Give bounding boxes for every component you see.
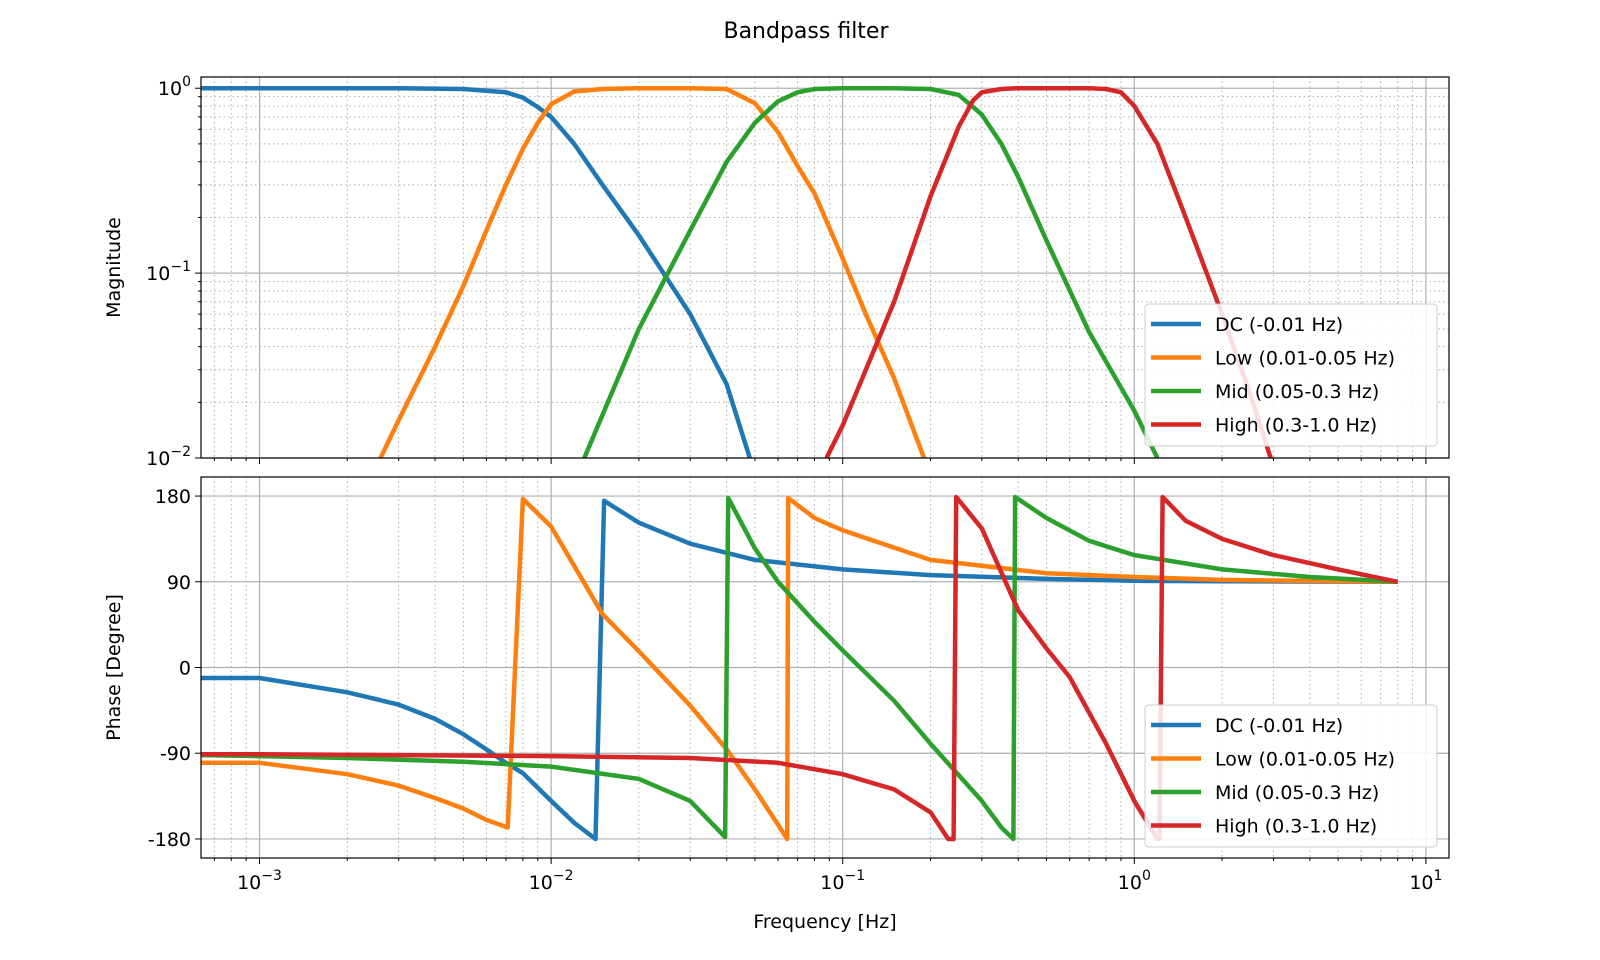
legend: DC (-0.01 Hz) Low (0.01-0.05 Hz) Mid (0.05… (1144, 704, 1438, 848)
y-tick-label: 0 (179, 658, 191, 680)
axes-frame (200, 476, 1450, 859)
series-line (824, 85, 1274, 458)
y-axis-label: Magnitude (103, 217, 125, 318)
series-line (201, 494, 1398, 842)
x-tick-label: 101 (1409, 868, 1442, 894)
phase-panel: 10−3 10−2 10−1 100 101 180 90 0 -90 -180 Phase [De… (103, 476, 1450, 933)
y-tick-label: 10−2 (146, 444, 191, 470)
figure-title: Bandpass filter (723, 19, 889, 44)
legend-entry: DC (-0.01 Hz) (1215, 314, 1343, 336)
axes-frame (200, 76, 1450, 459)
magnitude-panel: 100 10−1 10−2 Magnitude DC (-0.01 Hz) Low (0.… (103, 74, 1450, 470)
y-tick-label: -90 (160, 743, 191, 765)
y-tick-label: 100 (158, 74, 191, 100)
x-tick-label: 100 (1118, 868, 1151, 894)
legend-entry: DC (-0.01 Hz) (1215, 715, 1343, 737)
legend-entry: Low (0.01-0.05 Hz) (1215, 749, 1395, 771)
legend-box (1144, 303, 1438, 447)
legend-box (1144, 704, 1438, 848)
x-axis-label: Frequency [Hz] (753, 911, 896, 933)
y-tick-label: 90 (167, 572, 191, 594)
x-tick-label: 10−1 (820, 868, 865, 894)
legend-entry: High (0.3-1.0 Hz) (1215, 415, 1377, 437)
series-lines (201, 85, 1274, 458)
y-tick-label: -180 (148, 829, 191, 851)
y-tick-label: 180 (155, 486, 191, 508)
x-tick-label: 10−3 (237, 868, 282, 894)
y-axis-label: Phase [Degree] (103, 594, 125, 741)
series-line (378, 85, 927, 458)
legend: DC (-0.01 Hz) Low (0.01-0.05 Hz) Mid (0.05… (1144, 303, 1438, 447)
legend-entry: Mid (0.05-0.3 Hz) (1215, 782, 1379, 804)
y-tick-label: 10−1 (146, 259, 191, 285)
series-line (201, 494, 1399, 842)
legend-entry: Mid (0.05-0.3 Hz) (1215, 381, 1379, 403)
legend-entry: Low (0.01-0.05 Hz) (1215, 348, 1395, 370)
x-tick-label: 10−2 (529, 868, 574, 894)
series-line (201, 495, 1398, 842)
series-line (582, 85, 1160, 458)
legend-entry: High (0.3-1.0 Hz) (1215, 816, 1377, 838)
series-line (201, 85, 752, 458)
series-lines (201, 494, 1399, 842)
series-line (201, 498, 1398, 842)
